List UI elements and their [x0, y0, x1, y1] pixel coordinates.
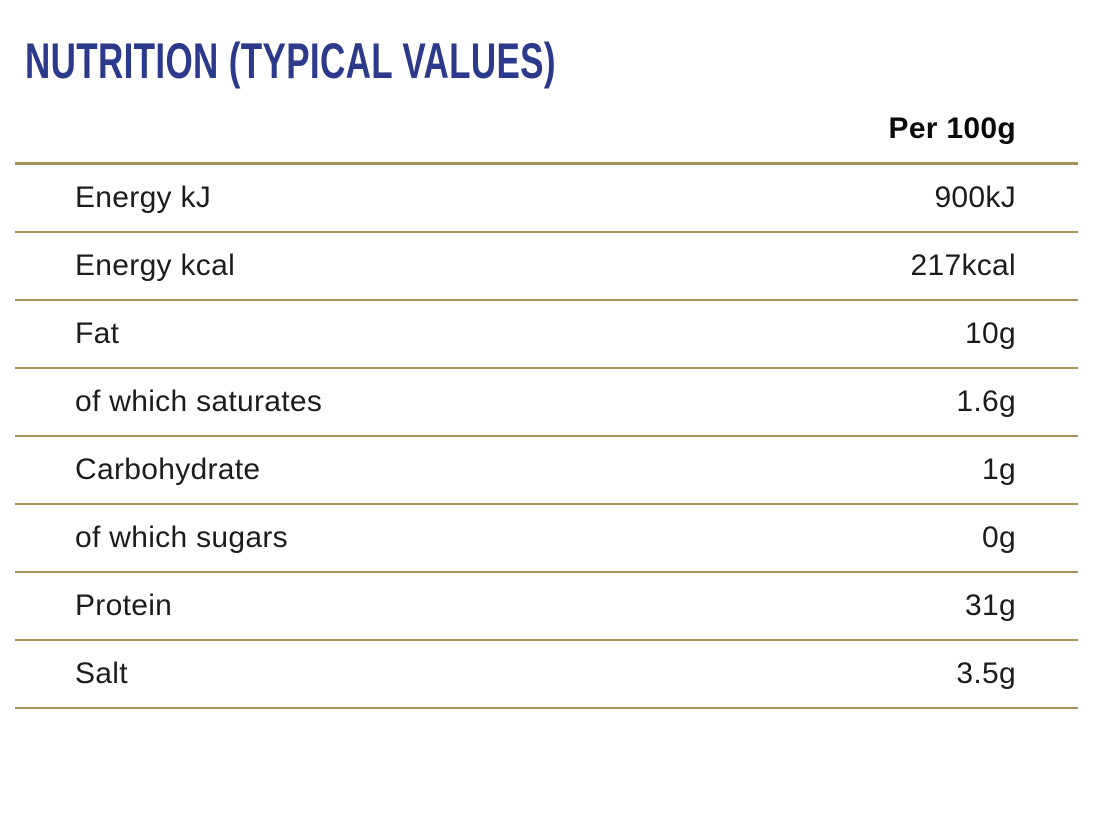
- row-label: Protein: [75, 588, 173, 622]
- row-label: Energy kJ: [75, 180, 212, 214]
- row-label: Salt: [75, 656, 128, 690]
- section-title: NUTRITION (TYPICAL VALUES): [25, 33, 556, 89]
- row-label: Fat: [75, 316, 120, 350]
- row-value: 10g: [965, 316, 1016, 350]
- nutrition-table: Per 100g Energy kJ 900kJ Energy kcal 217…: [15, 86, 1078, 709]
- table-row: of which sugars 0g: [15, 505, 1078, 573]
- row-label: of which sugars: [75, 520, 288, 554]
- table-row: Carbohydrate 1g: [15, 437, 1078, 505]
- table-row: Energy kcal 217kcal: [15, 233, 1078, 301]
- per-100g-column-header: Per 100g: [888, 112, 1016, 145]
- row-value: 217kcal: [910, 248, 1016, 282]
- nutrition-panel: NUTRITION (TYPICAL VALUES) Per 100g Ener…: [15, 33, 1078, 709]
- table-row: Fat 10g: [15, 301, 1078, 369]
- table-row: of which saturates 1.6g: [15, 369, 1078, 437]
- row-label: Carbohydrate: [75, 452, 261, 486]
- row-value: 3.5g: [956, 656, 1016, 690]
- table-row: Protein 31g: [15, 573, 1078, 641]
- row-value: 0g: [982, 520, 1016, 554]
- table-row: Salt 3.5g: [15, 641, 1078, 709]
- row-value: 900kJ: [934, 180, 1016, 214]
- row-value: 31g: [965, 588, 1016, 622]
- nutrition-table-body: Energy kJ 900kJ Energy kcal 217kcal Fat …: [15, 161, 1078, 709]
- row-label: Energy kcal: [75, 248, 236, 282]
- row-value: 1g: [982, 452, 1016, 486]
- table-row: Energy kJ 900kJ: [15, 165, 1078, 233]
- row-value: 1.6g: [956, 384, 1016, 418]
- row-label: of which saturates: [75, 384, 323, 418]
